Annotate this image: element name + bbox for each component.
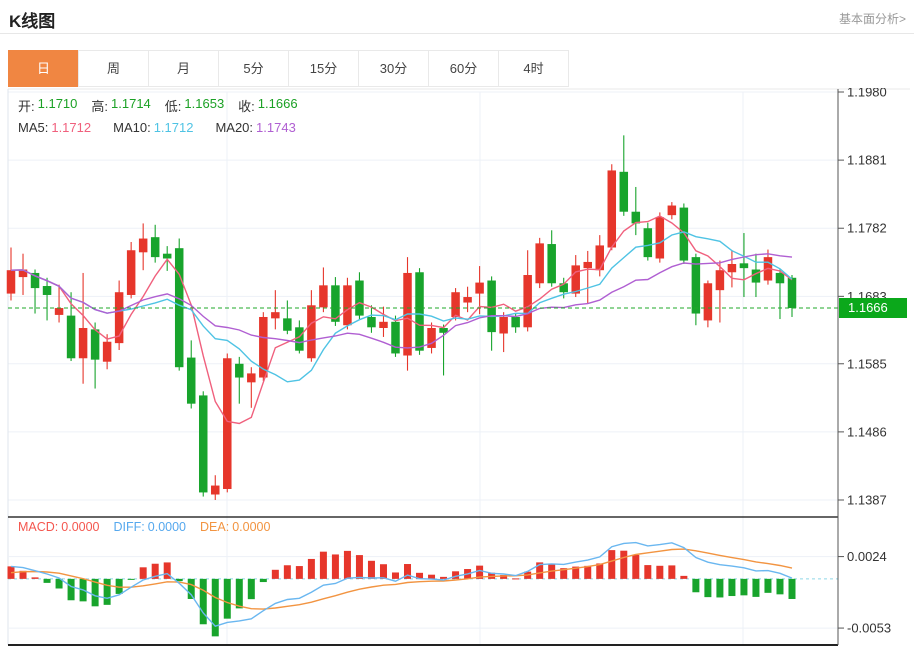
grid-layer	[7, 88, 910, 645]
svg-text:1.1387: 1.1387	[847, 493, 887, 508]
svg-text:1.1881: 1.1881	[847, 153, 887, 168]
period-tabbar: 日 周 月 5分 15分 30分 60分 4时	[8, 50, 569, 87]
ohlc-legend: 开: 1.1710 高: 1.1714 低: 1.1653 收: 1.1666	[18, 96, 312, 115]
tab-15min[interactable]: 15分	[288, 50, 359, 87]
svg-text:-0.0053: -0.0053	[847, 621, 891, 636]
ma-lines-layer	[10, 215, 793, 425]
ma10-readout: MA10: 1.1712	[113, 120, 194, 135]
low-readout: 低: 1.1653	[164, 96, 225, 114]
tab-week[interactable]: 周	[78, 50, 149, 87]
candles-layer	[6, 135, 797, 500]
tab-month[interactable]: 月	[148, 50, 219, 87]
header-divider	[0, 33, 914, 34]
dea-line	[10, 548, 793, 610]
current-price-badge: 1.1666	[839, 298, 907, 318]
kline-chart-canvas[interactable]: 1.19801.18811.17821.16831.15851.14861.13…	[0, 88, 914, 649]
dea-readout: DEA: 0.0000	[200, 520, 271, 534]
close-readout: 收: 1.1666	[238, 96, 298, 114]
fundamental-analysis-link[interactable]: 基本面分析>	[838, 12, 906, 26]
page-title: K线图	[9, 12, 56, 31]
macd-histogram-layer	[7, 550, 796, 637]
tab-60min[interactable]: 60分	[428, 50, 499, 87]
macd-readout: MACD: 0.0000	[18, 520, 100, 534]
diff-line	[10, 541, 793, 628]
ma5-readout: MA5: 1.1712	[18, 120, 92, 135]
ma20-readout: MA20: 1.1743	[215, 120, 296, 135]
svg-text:1.1980: 1.1980	[847, 88, 887, 100]
tab-4hour[interactable]: 4时	[498, 50, 569, 87]
tab-5min[interactable]: 5分	[218, 50, 289, 87]
diff-readout: DIFF: 0.0000	[113, 520, 186, 534]
svg-text:0.0024: 0.0024	[847, 549, 887, 564]
high-readout: 高: 1.1714	[91, 96, 151, 114]
ma-legend: MA5: 1.1712 MA10: 1.1712 MA20: 1.1743	[18, 120, 318, 135]
svg-text:1.1585: 1.1585	[847, 356, 887, 371]
y-axis-labels: 1.19801.18811.17821.16831.15851.14861.13…	[838, 88, 891, 636]
tab-30min[interactable]: 30分	[358, 50, 429, 87]
open-readout: 开: 1.1710	[18, 96, 78, 114]
tab-day[interactable]: 日	[8, 50, 79, 87]
svg-text:1.1486: 1.1486	[847, 424, 887, 439]
macd-legend: MACD: 0.0000 DIFF: 0.0000 DEA: 0.0000	[18, 520, 284, 534]
svg-text:1.1782: 1.1782	[847, 221, 887, 236]
